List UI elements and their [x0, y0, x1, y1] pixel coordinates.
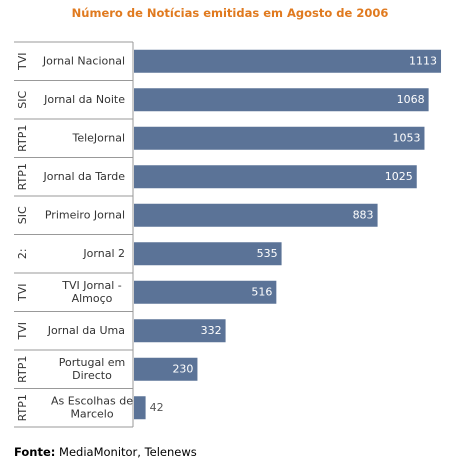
bar: [134, 357, 198, 381]
category-label: Portugal em: [59, 356, 126, 369]
channel-label: SIC: [16, 206, 29, 224]
bar: [134, 49, 442, 73]
bar: [134, 242, 282, 266]
category-label: Jornal 2: [82, 247, 125, 260]
channel-label: RTP1: [16, 125, 29, 152]
category-label: Directo: [72, 369, 112, 382]
channel-label: RTP1: [16, 163, 29, 190]
category-label: TeleJornal: [71, 131, 125, 144]
channel-label: SIC: [16, 90, 29, 108]
bar: [134, 88, 429, 112]
bar: [134, 126, 425, 150]
channel-label: RTP1: [16, 394, 29, 421]
bar-chart: TVI Jornal Nacional 1113 SIC Jornal da Noite…: [14, 41, 442, 428]
category-label: Primeiro Jornal: [45, 208, 125, 221]
value-label: 332: [201, 324, 222, 337]
channel-label: RTP1: [16, 356, 29, 383]
category-label: Jornal da Tarde: [42, 170, 125, 183]
value-label: 535: [257, 247, 278, 260]
bar: [134, 396, 146, 420]
channel-label: TVI: [16, 284, 29, 303]
value-label: 1113: [409, 54, 437, 67]
source-label: Fonte:: [14, 445, 56, 459]
channel-label: TVI: [16, 53, 29, 72]
category-label: Marcelo: [70, 407, 113, 420]
category-label: Jornal da Noite: [43, 93, 125, 106]
source-text: MediaMonitor, Telenews: [59, 445, 197, 459]
chart-title: Número de Notícias emitidas em Agosto de…: [71, 6, 389, 20]
channel-label: 2:: [16, 248, 29, 259]
bar: [134, 203, 378, 227]
value-label: 1053: [392, 131, 420, 144]
category-label: As Escolhas de: [51, 394, 133, 407]
category-label: Jornal da Uma: [47, 324, 125, 337]
bar: [134, 165, 417, 189]
category-label: TVI Jornal -: [61, 279, 122, 292]
channel-label: TVI: [16, 322, 29, 341]
value-label: 1068: [397, 93, 425, 106]
value-label: 516: [251, 285, 272, 298]
value-label: 42: [150, 401, 164, 414]
bar: [134, 319, 226, 343]
category-label: Almoço: [72, 292, 113, 305]
value-label: 1025: [385, 170, 413, 183]
value-label: 230: [172, 362, 193, 375]
bar: [134, 280, 277, 304]
category-label: Jornal Nacional: [42, 54, 125, 67]
source-note: Fonte: MediaMonitor, Telenews: [14, 445, 197, 459]
value-label: 883: [353, 208, 374, 221]
